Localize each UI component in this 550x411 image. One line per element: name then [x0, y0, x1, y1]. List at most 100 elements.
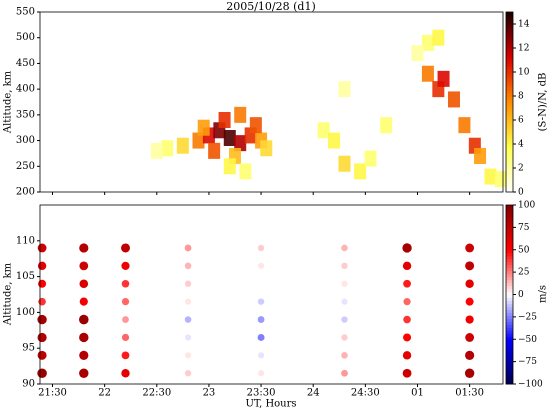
heat-cell [432, 29, 445, 46]
scatter-point [121, 279, 130, 288]
colorbar-segment [506, 60, 513, 64]
colorbar-frame [505, 11, 514, 193]
colorbar-segment [506, 117, 513, 121]
colorbar-tick-label: 14 [518, 20, 530, 30]
colorbar-segment [506, 282, 513, 287]
y-tick-label: 500 [16, 32, 35, 43]
x-axis-label: UT, Hours [245, 399, 296, 410]
colorbar-tick-label: 0 [518, 188, 524, 198]
heat-cell [494, 171, 507, 188]
colorbar-segment [506, 174, 513, 178]
colorbar-segment [506, 333, 513, 337]
colorbar-segment [506, 318, 513, 322]
colorbar-segment [506, 288, 513, 293]
colorbar-segment [506, 186, 513, 190]
scatter-point [121, 351, 130, 360]
scatter-point [258, 280, 265, 287]
scatter-point [121, 333, 130, 342]
colorbar-segment [506, 171, 513, 175]
heat-cell [260, 140, 273, 157]
colorbar-segment [506, 129, 513, 133]
colorbar-segment [506, 381, 513, 385]
colorbar-segment [506, 90, 513, 94]
scatter-point [184, 280, 192, 287]
colorbar-segment [506, 27, 513, 31]
scatter-point [465, 297, 474, 306]
scatter-point [38, 297, 46, 306]
colorbar-segment [506, 234, 513, 239]
colorbar-segment [506, 144, 513, 148]
colorbar-segment [506, 126, 513, 130]
colorbar-tick-label: 25 [518, 268, 530, 278]
colorbar-segment [506, 132, 513, 136]
scatter-point [341, 334, 348, 341]
heat-cell [150, 142, 163, 159]
colorbar-segment [506, 267, 513, 272]
colorbar-segment [506, 105, 513, 109]
scatter-point [38, 279, 47, 288]
colorbar-segment [506, 33, 513, 37]
scatter-point [257, 316, 265, 323]
heat-cell [161, 140, 174, 157]
heat-cell [239, 163, 252, 180]
colorbar-segment [506, 279, 513, 284]
colorbar-segment [506, 231, 513, 236]
colorbar-segment [506, 24, 513, 28]
scatter-point [79, 368, 89, 378]
colorbar-segment [506, 75, 513, 79]
scatter-point [465, 243, 475, 253]
scatter-point [121, 261, 130, 270]
colorbar-segment [506, 240, 513, 245]
colorbar-segment [506, 351, 513, 355]
colorbar-tick-label: −75 [518, 357, 537, 367]
colorbar-segment [506, 213, 513, 218]
colorbar-segment [506, 354, 513, 358]
x-tick-label: 01 [411, 388, 424, 399]
scatter-point [257, 298, 265, 305]
colorbar-segment [506, 315, 513, 319]
scatter-point [403, 298, 411, 306]
colorbar-segment [506, 159, 513, 163]
heat-cell [192, 132, 205, 149]
scatter-point [402, 261, 412, 271]
heat-cell [234, 106, 247, 123]
scatter-point [121, 298, 130, 306]
y-tick-label: 90 [22, 379, 35, 390]
heat-cell [218, 112, 231, 128]
scatter-point [341, 298, 348, 305]
colorbar-segment [506, 210, 513, 215]
scatter-point [257, 262, 265, 269]
scatter-point [122, 316, 129, 323]
y-tick-label: 200 [16, 187, 35, 198]
colorbar-segment [506, 303, 513, 307]
y-tick-label: 350 [16, 109, 35, 120]
y-tick-label: 100 [16, 307, 35, 318]
scatter-point [121, 369, 130, 378]
x-tick-label: 21:30 [38, 388, 67, 399]
scatter-point [341, 244, 348, 252]
colorbar-tick-label: −25 [518, 312, 537, 322]
scatter-point [403, 279, 411, 288]
scatter-point [465, 315, 474, 324]
heat-cell [338, 155, 351, 172]
colorbar-tick-label: 10 [518, 68, 530, 78]
scatter-point [79, 297, 88, 306]
colorbar-segment [506, 249, 513, 254]
y-tick-label: 110 [16, 235, 35, 246]
y-tick-label: 550 [16, 7, 35, 18]
heat-cell [197, 119, 210, 136]
scatter-point [257, 244, 265, 252]
colorbar-segment [506, 36, 513, 40]
colorbar-segment [506, 69, 513, 73]
heat-cell [176, 137, 189, 154]
heat-cell [234, 135, 247, 152]
colorbar-segment [506, 99, 513, 103]
colorbar-segment [506, 165, 513, 169]
colorbar-segment [506, 189, 513, 193]
scatter-point [184, 334, 192, 341]
colorbar-segment [506, 63, 513, 67]
y-axis-label: Altitude, km [3, 262, 14, 326]
heat-cell [447, 91, 460, 108]
colorbar-segment [506, 348, 513, 352]
colorbar-segment [506, 156, 513, 160]
